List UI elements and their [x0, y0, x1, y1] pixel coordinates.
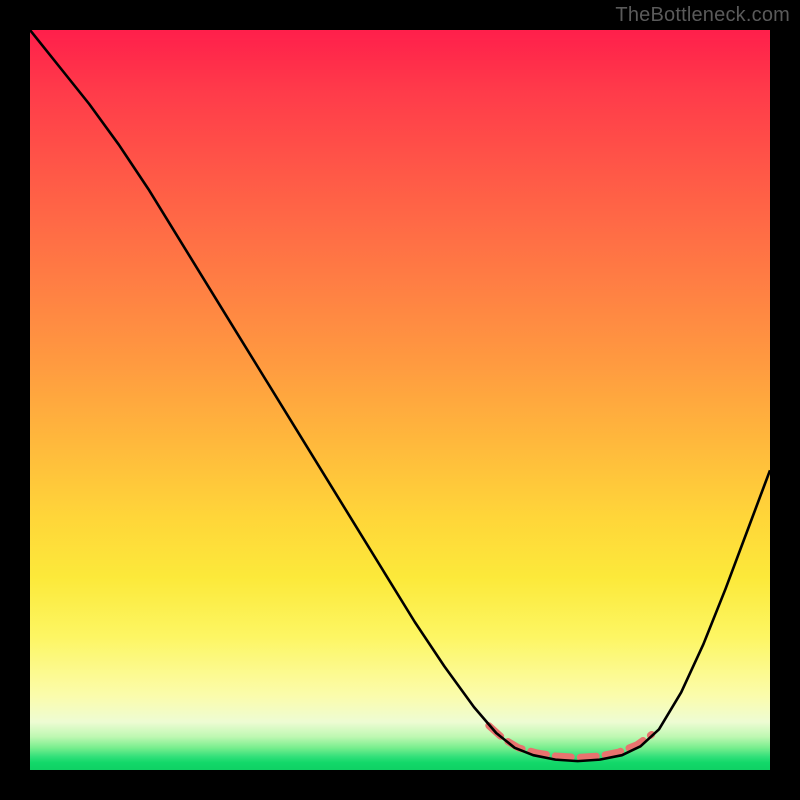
watermark-text: TheBottleneck.com — [615, 4, 790, 27]
curve-layer — [30, 30, 770, 770]
chart-canvas: TheBottleneck.com — [0, 0, 800, 800]
main-curve — [30, 30, 770, 761]
plot-area — [30, 30, 770, 770]
